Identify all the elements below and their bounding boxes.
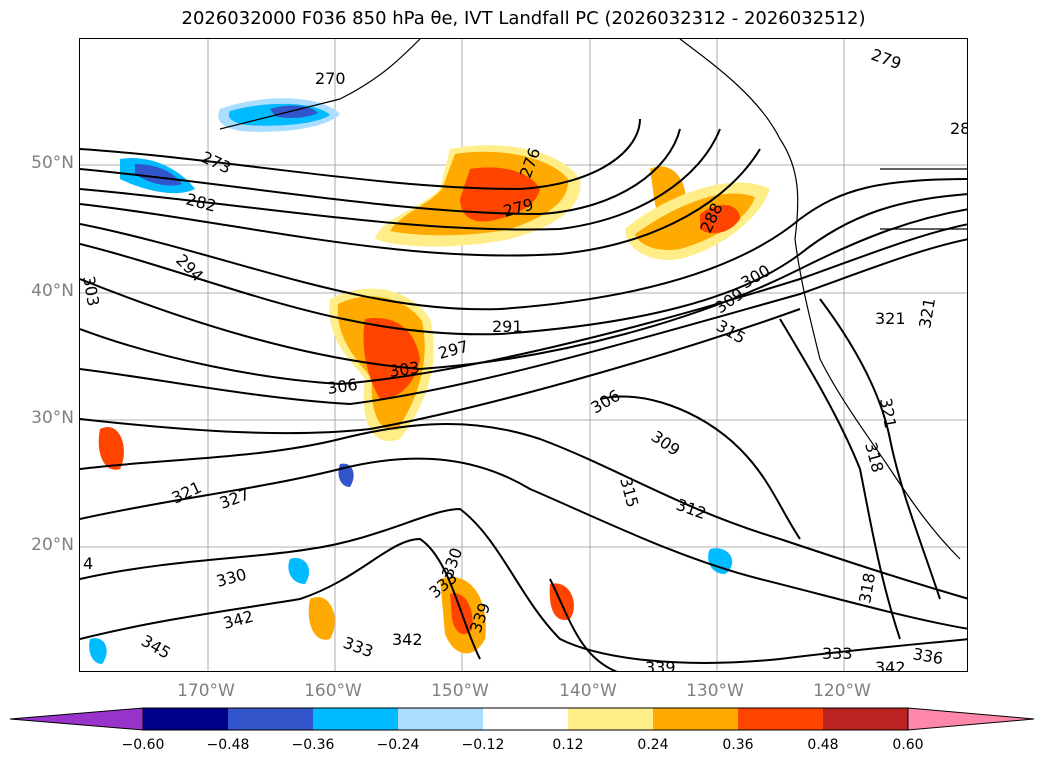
colorbar-segment-7 bbox=[653, 708, 738, 730]
colorbar-tick-4: −0.24 bbox=[376, 737, 420, 753]
contour-label-297: 297 bbox=[436, 337, 470, 363]
contour-label-303: 303 bbox=[388, 358, 421, 381]
lat-label-20n: 20°N bbox=[31, 535, 74, 555]
map-svg: 270 273 276 279 279 282 288 291 294 297 … bbox=[80, 39, 968, 672]
contour-label-282: 282 bbox=[184, 190, 218, 216]
shaded-patches bbox=[89, 98, 770, 664]
contour-label-303b: 303 bbox=[80, 274, 103, 307]
colorbar-frame bbox=[142, 707, 909, 731]
contour-label-336: 336 bbox=[911, 644, 944, 668]
lon-label-130w: 130°W bbox=[686, 681, 744, 701]
lat-label-40n: 40°N bbox=[31, 281, 74, 301]
lat-label-50n: 50°N bbox=[31, 153, 74, 173]
lon-label-170w: 170°W bbox=[177, 681, 235, 701]
coastlines bbox=[219, 39, 967, 560]
contour-label-300: 300 bbox=[738, 261, 774, 293]
colorbar-tick-10: 0.60 bbox=[892, 737, 924, 753]
contour-label-group: 270 273 276 279 279 282 288 291 294 297 … bbox=[80, 45, 968, 672]
colorbar-segment-1 bbox=[143, 708, 228, 730]
colorbar bbox=[10, 707, 1035, 731]
contour-label-306: 306 bbox=[326, 375, 359, 398]
colorbar-tick-5: −0.12 bbox=[461, 737, 505, 753]
contour-label-291: 291 bbox=[492, 317, 523, 336]
colorbar-tick-3: −0.36 bbox=[291, 737, 335, 753]
contour-label-309b: 309 bbox=[648, 427, 684, 460]
colorbar-tick-1: −0.60 bbox=[121, 737, 165, 753]
contour-label-342b: 342 bbox=[392, 630, 423, 649]
colorbar-tick-7: 0.24 bbox=[637, 737, 669, 753]
contour-label-318: 318 bbox=[861, 440, 887, 474]
contour-label-279b: 279 bbox=[869, 45, 904, 73]
contour-label-345: 345 bbox=[138, 631, 174, 663]
lon-label-150w: 150°W bbox=[431, 681, 489, 701]
colorbar-segment-3 bbox=[313, 708, 398, 730]
contour-label-321b: 321 bbox=[875, 309, 906, 328]
contour-label-321d: 321 bbox=[876, 396, 900, 429]
map-panel: 270 273 276 279 279 282 288 291 294 297 … bbox=[79, 38, 968, 672]
contour-label-315: 315 bbox=[713, 316, 749, 348]
contour-label-333c: 333 bbox=[822, 644, 853, 663]
colorbar-segment-4 bbox=[398, 708, 483, 730]
contour-label-270: 270 bbox=[315, 69, 346, 88]
contour-label-327: 327 bbox=[217, 484, 252, 512]
colorbar-segment-5 bbox=[483, 708, 568, 730]
map-title: 2026032000 F036 850 hPa θe, IVT Landfall… bbox=[181, 8, 866, 29]
colorbar-tick-2: −0.48 bbox=[206, 737, 250, 753]
contour-label-273: 273 bbox=[198, 147, 234, 177]
lon-label-140w: 140°W bbox=[559, 681, 617, 701]
contour-label-321: 321 bbox=[169, 477, 205, 507]
lon-label-120w: 120°W bbox=[813, 681, 871, 701]
contour-label-342c: 342 bbox=[875, 658, 906, 672]
colorbar-segment-9 bbox=[823, 708, 908, 730]
colorbar-tick-6: 0.12 bbox=[552, 737, 584, 753]
lat-label-30n: 30°N bbox=[31, 408, 74, 428]
contour-label-333b: 333 bbox=[341, 633, 376, 661]
contour-label-4: 4 bbox=[83, 554, 93, 573]
colorbar-segment-8 bbox=[738, 708, 823, 730]
colorbar-segment-6 bbox=[568, 708, 653, 730]
colorbar-extend-max bbox=[907, 707, 1035, 731]
contour-label-28: 28 bbox=[950, 119, 968, 138]
colorbar-segment-2 bbox=[228, 708, 313, 730]
graticule bbox=[80, 39, 967, 671]
contour-label-318b: 318 bbox=[855, 571, 879, 604]
contour-label-339b: 339 bbox=[645, 658, 676, 672]
colorbar-tick-9: 0.48 bbox=[807, 737, 839, 753]
theta-e-contours bbox=[80, 118, 967, 671]
contour-label-330: 330 bbox=[214, 565, 248, 591]
colorbar-tick-8: 0.36 bbox=[722, 737, 754, 753]
contour-label-315b: 315 bbox=[616, 475, 642, 509]
colorbar-extend-min bbox=[10, 707, 144, 731]
contour-label-312: 312 bbox=[674, 495, 709, 523]
contour-label-306b: 306 bbox=[588, 386, 624, 418]
lon-label-160w: 160°W bbox=[304, 681, 362, 701]
contour-label-321c: 321 bbox=[915, 296, 939, 329]
